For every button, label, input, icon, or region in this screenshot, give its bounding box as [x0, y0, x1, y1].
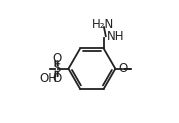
Text: S: S [53, 62, 60, 75]
Text: NH: NH [107, 31, 124, 44]
Text: OH: OH [39, 72, 57, 85]
Text: O: O [52, 72, 61, 85]
Text: O: O [52, 52, 61, 65]
Text: H₂N: H₂N [92, 18, 115, 31]
Text: O: O [118, 62, 128, 75]
